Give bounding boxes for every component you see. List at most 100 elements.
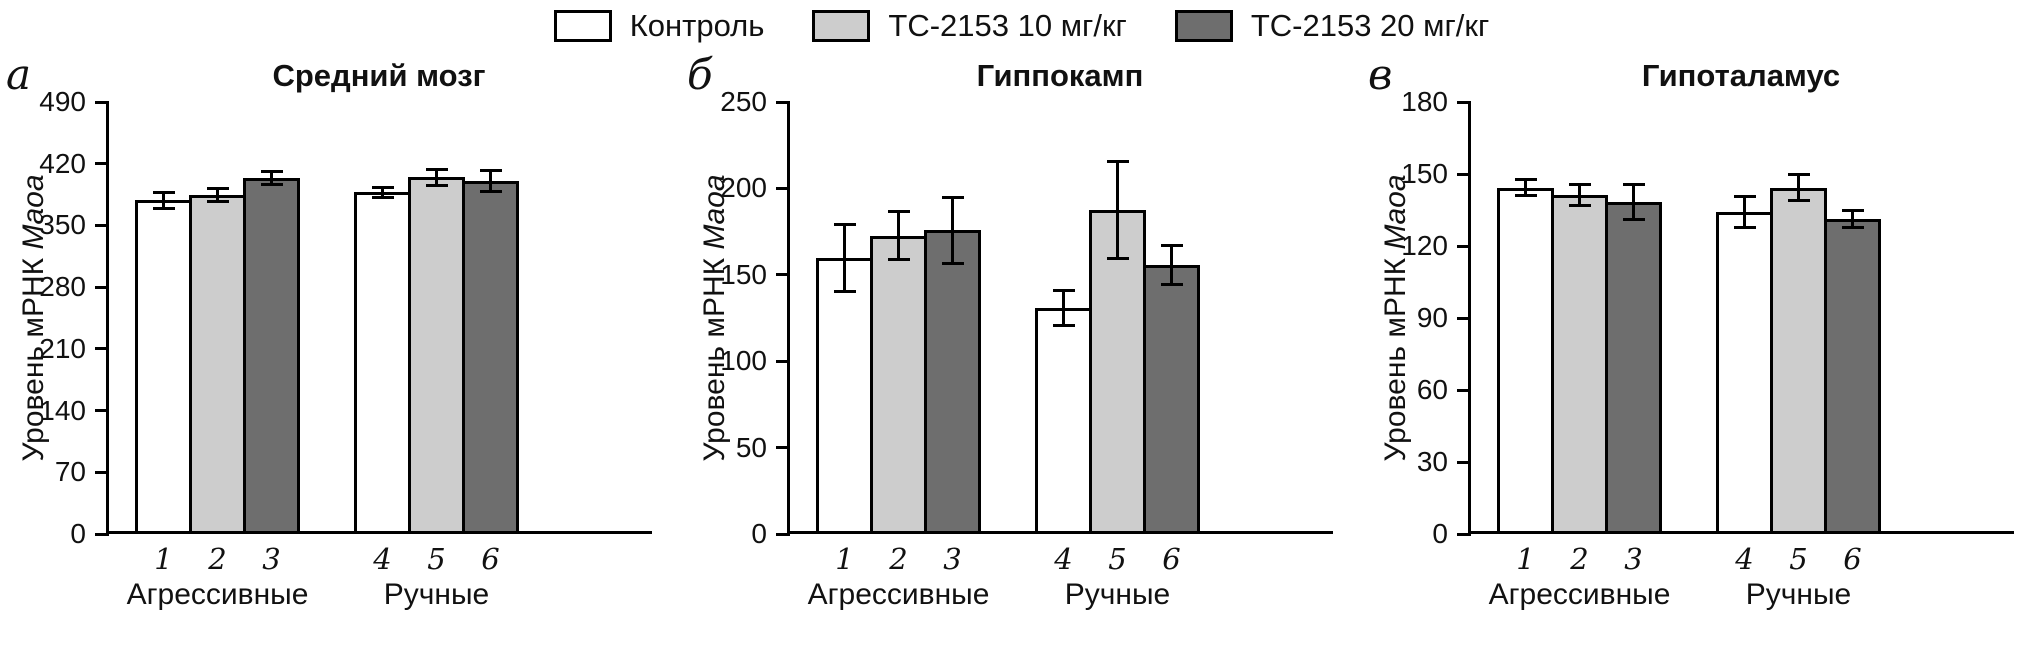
error-bar-line [1578, 183, 1581, 207]
x-tick-label: 6 [481, 542, 500, 576]
plot-area-wrap: Уровень мРНК Maoa 0 30 60 90 120 150 180 1 2 3 Агре… [1379, 86, 2014, 611]
x-tick-label: 6 [1162, 542, 1181, 576]
legend-swatch [1174, 10, 1233, 42]
error-bar-line [1743, 195, 1746, 229]
error-bar-cap-bottom [425, 184, 448, 188]
error-bar-line [381, 186, 384, 199]
y-tick-label: 90 [1416, 302, 1448, 333]
x-tick-label: 4 [373, 542, 392, 576]
error-bar-line [1632, 183, 1635, 222]
bar-cell [408, 99, 465, 531]
error-bar-cap-top [1568, 183, 1591, 186]
y-tick-mark [1457, 388, 1471, 392]
bar-cell [243, 99, 300, 531]
y-tick-label: 180 [1401, 86, 1448, 117]
y-tick-mark [776, 100, 790, 104]
legend-item: Контроль [553, 8, 764, 44]
chart-title: Средний мозг [272, 58, 486, 93]
chart-panel: в Гипоталамус Уровень мРНК Maoa 0 30 60 90 120 1… [1362, 54, 2043, 668]
error-bar-cap-bottom [887, 258, 910, 262]
bar [1770, 187, 1827, 531]
error-bar-line [951, 195, 954, 265]
error-bar-line [489, 168, 492, 194]
error-bar-line [216, 187, 219, 204]
legend-item: ТС-2153 10 мг/кг [812, 8, 1127, 44]
x-tick-label: 5 [1108, 542, 1127, 576]
bar [408, 177, 465, 531]
legend-item: ТС-2153 20 мг/кг [1174, 8, 1489, 44]
plot-area [95, 99, 652, 536]
error-bar-cap-bottom [260, 183, 283, 187]
error-bar-cap-bottom [206, 200, 229, 204]
y-tick-mark [95, 409, 109, 413]
bar [1824, 219, 1881, 531]
panels-row: а Средний мозг Уровень мРНК Maoa 0 70 140 210 2… [0, 54, 2043, 668]
error-bar-cap-top [887, 209, 910, 213]
error-bar-cap-top [1160, 244, 1183, 248]
bar [870, 235, 927, 531]
bar [816, 257, 873, 531]
x-tick-label: 1 [1516, 542, 1535, 576]
bar-group [1497, 99, 1662, 531]
panel-letter: б [687, 50, 713, 99]
bar-cell [1497, 99, 1554, 531]
y-tick-mark [95, 347, 109, 351]
group-label: Ручные [1745, 578, 1852, 611]
error-bar-cap-bottom [1787, 199, 1810, 203]
error-bar-line [1797, 173, 1800, 203]
bar-cell [354, 99, 411, 531]
plot-area [1457, 99, 2014, 536]
y-tick-label: 30 [1416, 446, 1448, 477]
bar [1035, 308, 1092, 531]
chart-title: Гипоталамус [1641, 58, 1841, 93]
y-tick-label: 420 [39, 147, 86, 179]
y-tick-label: 0 [751, 518, 767, 549]
y-tick-mark [95, 100, 109, 104]
y-tick-mark [1457, 532, 1471, 536]
bar-cell [1770, 99, 1827, 531]
plot-area-wrap: Уровень мРНК Maoa 0 70 140 210 280 350 420 490 1 2… [17, 86, 652, 611]
x-tick-label: 3 [262, 542, 281, 576]
bar [243, 178, 300, 531]
error-bar-cap-bottom [1052, 324, 1075, 328]
y-tick-mark [1457, 460, 1471, 464]
error-bar-cap-bottom [1733, 225, 1756, 229]
y-tick-mark [95, 285, 109, 289]
x-tick-label: 1 [154, 542, 173, 576]
chart-panel: б Гиппокамп Уровень мРНК Maoa 0 50 100 150 200 2… [681, 54, 1362, 668]
bar-cell [1716, 99, 1773, 531]
error-bar-cap-bottom [1160, 282, 1183, 286]
y-tick-label: 150 [1401, 158, 1448, 189]
bar-cell [1551, 99, 1608, 531]
y-tick-mark [776, 273, 790, 277]
bar-cell [1035, 99, 1092, 531]
panel-letter: в [1368, 50, 1393, 99]
bar [1551, 195, 1608, 531]
error-bar-cap-top [1622, 183, 1645, 187]
y-tick-mark [95, 532, 109, 536]
error-bar-cap-top [1052, 289, 1075, 293]
error-bar-cap-top [425, 167, 448, 171]
y-tick-label: 150 [720, 258, 767, 290]
bar-group [816, 99, 981, 531]
y-tick-label: 50 [735, 431, 767, 463]
error-bar-cap-bottom [1622, 218, 1645, 222]
error-bar-cap-top [371, 186, 394, 190]
y-tick-label: 280 [39, 271, 86, 303]
x-tick-label: 3 [1624, 542, 1643, 576]
bar-cell [1605, 99, 1662, 531]
x-tick-label: 1 [835, 542, 854, 576]
error-bar-cap-bottom [152, 207, 175, 211]
x-tick-label: 4 [1054, 542, 1073, 576]
y-tick-mark [776, 359, 790, 363]
group-label: Ручные [383, 578, 490, 611]
error-bar-cap-top [206, 187, 229, 191]
plot-area-wrap: Уровень мРНК Maoa 0 50 100 150 200 250 1 2 3 Агрес… [698, 86, 1333, 611]
error-bar-line [435, 167, 438, 188]
y-tick-label: 0 [1432, 518, 1448, 549]
error-bar-line [843, 223, 846, 293]
error-bar-cap-top [1841, 209, 1864, 213]
x-tick-label: 5 [1789, 542, 1808, 576]
y-tick-mark [1457, 316, 1471, 320]
